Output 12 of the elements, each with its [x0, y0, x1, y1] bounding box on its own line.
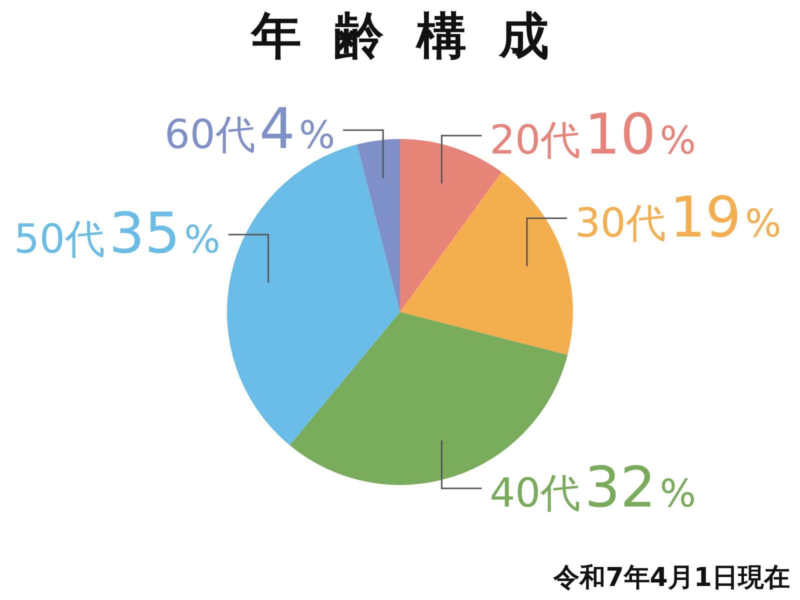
data-label: 19%: [670, 185, 782, 250]
text: 令和7年4月1日現在: [554, 562, 790, 594]
slice-label: 50代: [14, 216, 105, 263]
slice-label: 30代: [574, 200, 666, 246]
data-label: 35%: [108, 202, 220, 267]
slice-label: 60代: [164, 112, 256, 158]
slice-label: 20代: [490, 118, 581, 164]
slice-label: 40代: [490, 470, 581, 516]
data-label: 32%: [584, 455, 696, 520]
data-label: 10%: [584, 102, 696, 168]
chart-title: 年齢構成: [251, 6, 582, 67]
data-label: 4%: [259, 97, 336, 162]
